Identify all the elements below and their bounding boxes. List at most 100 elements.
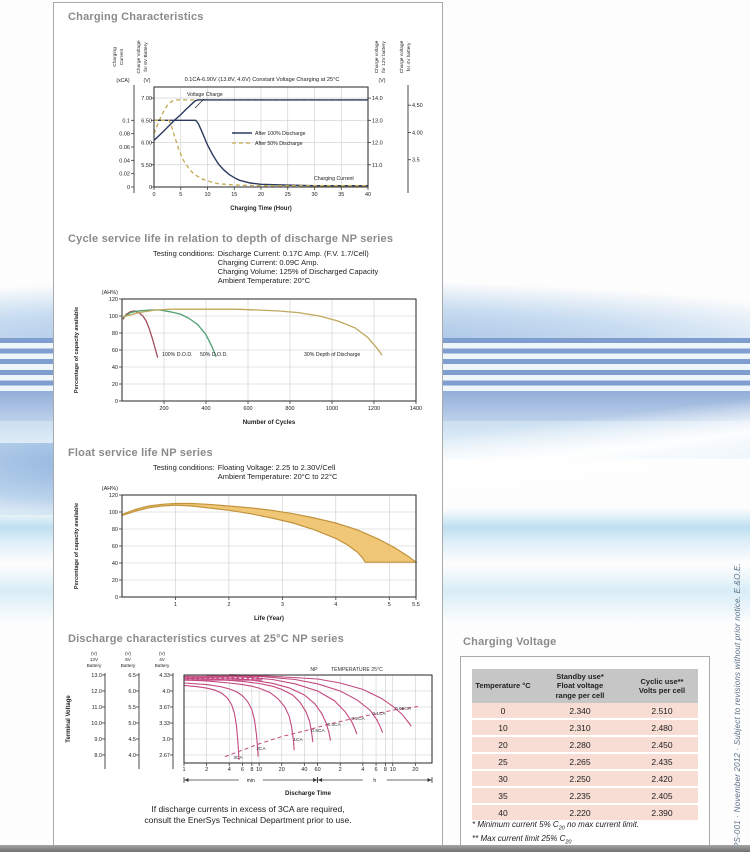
svg-text:13.0: 13.0 xyxy=(372,118,383,124)
svg-text:Charging: Charging xyxy=(112,47,118,67)
float-testing-conditions: Testing conditions: Floating Voltage: 2.… xyxy=(153,463,337,481)
cycle-testing-conditions: Testing conditions: Discharge Current: 0… xyxy=(153,249,378,285)
svg-text:20: 20 xyxy=(412,767,418,773)
svg-text:60: 60 xyxy=(112,544,118,550)
svg-text:0.05CA: 0.05CA xyxy=(395,706,412,712)
table-column-header: Temperature °C xyxy=(472,669,534,704)
svg-text:2: 2 xyxy=(227,602,230,608)
svg-text:0: 0 xyxy=(152,192,155,198)
bottom-band xyxy=(0,845,750,852)
svg-text:30: 30 xyxy=(311,192,317,198)
svg-text:After 50% Discharge: After 50% Discharge xyxy=(255,141,303,147)
svg-text:Charging Current: Charging Current xyxy=(314,176,354,182)
svg-text:80: 80 xyxy=(112,527,118,533)
svg-text:1: 1 xyxy=(174,602,177,608)
document-reference-side-text: PS-001 · November 2012 · Subject to revi… xyxy=(733,563,742,848)
svg-text:Current: Current xyxy=(119,48,125,65)
svg-text:(V): (V) xyxy=(379,78,386,84)
svg-text:40: 40 xyxy=(112,561,118,567)
svg-text:10: 10 xyxy=(204,192,210,198)
svg-text:Voltage Charge: Voltage Charge xyxy=(187,92,223,98)
table-row: 10 2.310 2.480 xyxy=(472,719,698,738)
svg-text:15: 15 xyxy=(231,192,237,198)
svg-text:35: 35 xyxy=(338,192,344,198)
svg-text:(AH%): (AH%) xyxy=(102,486,118,492)
svg-text:12V: 12V xyxy=(90,657,99,662)
chart-discharge-characteristics: 1 2 4 6 8 10 20 40 60 2 4 6 8 10 2013.012.011.010.09.0… xyxy=(66,651,433,797)
svg-text:11.0: 11.0 xyxy=(92,705,102,711)
discharge-note-line: If discharge currents in excess of 3CA a… xyxy=(151,804,345,814)
svg-text:3CA: 3CA xyxy=(233,755,243,761)
svg-text:2CA: 2CA xyxy=(256,746,266,752)
svg-text:20: 20 xyxy=(279,767,285,773)
svg-text:100: 100 xyxy=(109,314,118,320)
svg-text:h: h xyxy=(373,778,376,784)
svg-text:for 12V battery: for 12V battery xyxy=(381,41,387,73)
svg-text:40: 40 xyxy=(112,365,118,371)
svg-text:20: 20 xyxy=(112,578,118,584)
svg-text:1200: 1200 xyxy=(368,406,380,412)
svg-text:50% D.O.D.: 50% D.O.D. xyxy=(200,352,228,358)
svg-text:10.0: 10.0 xyxy=(91,721,102,727)
svg-text:6: 6 xyxy=(375,767,378,773)
svg-text:Number of Cycles: Number of Cycles xyxy=(243,419,296,426)
svg-text:800: 800 xyxy=(285,406,294,412)
svg-text:(xCA): (xCA) xyxy=(116,78,130,84)
table-row: 30 2.250 2.420 xyxy=(472,770,698,789)
svg-text:60: 60 xyxy=(315,767,321,773)
svg-text:5: 5 xyxy=(179,192,182,198)
svg-text:7.00: 7.00 xyxy=(141,96,152,102)
table-row: 40 2.220 2.390 xyxy=(472,804,698,823)
svg-text:3.33: 3.33 xyxy=(159,721,170,727)
svg-text:400: 400 xyxy=(201,406,210,412)
svg-text:30% Depth of Discharge: 30% Depth of Discharge xyxy=(304,352,360,358)
svg-text:4.33: 4.33 xyxy=(159,673,170,679)
section-heading-cycle-service-life: Cycle service life in relation to depth … xyxy=(68,233,394,245)
svg-text:for 6V Battery: for 6V Battery xyxy=(143,42,149,72)
svg-text:min: min xyxy=(247,778,255,784)
footnote-cyclic: ** Max current limit 25% C20 xyxy=(472,834,572,846)
svg-text:NP: NP xyxy=(310,667,318,673)
svg-text:0: 0 xyxy=(115,399,118,405)
svg-text:0.02: 0.02 xyxy=(119,172,130,178)
svg-text:3.0: 3.0 xyxy=(162,737,170,743)
svg-text:0.04: 0.04 xyxy=(119,158,130,164)
svg-text:4V: 4V xyxy=(159,657,166,662)
table-row: 20 2.280 2.450 xyxy=(472,736,698,755)
svg-text:200: 200 xyxy=(159,406,168,412)
charging-voltage-table: Temperature °C Standby use* Float voltage… xyxy=(472,669,698,823)
svg-text:Life (Year): Life (Year) xyxy=(254,615,284,622)
svg-text:0.1CA: 0.1CA xyxy=(372,711,386,717)
svg-text:14.0: 14.0 xyxy=(372,96,383,102)
svg-text:40: 40 xyxy=(301,767,307,773)
testing-conditions-lines: Floating Voltage: 2.25 to 2.30V/Cell Amb… xyxy=(218,463,338,481)
svg-text:(V): (V) xyxy=(91,651,98,656)
chart-float-service-life: 1 2 3 4 5 5.5 120 100 80 60 40 20 0 (AH%) Life (Year) P… xyxy=(74,486,420,622)
discharge-note: If discharge currents in excess of 3CA a… xyxy=(54,804,442,826)
svg-text:12.0: 12.0 xyxy=(91,689,102,695)
testing-condition-line: Ambient Temperature: 20°C xyxy=(217,276,311,285)
svg-text:9.0: 9.0 xyxy=(94,737,102,743)
svg-text:1000: 1000 xyxy=(326,406,338,412)
svg-text:Discharge Time: Discharge Time xyxy=(285,790,332,797)
svg-text:(V): (V) xyxy=(125,651,132,656)
testing-condition-line: Ambient Temperature: 20°C to 22°C xyxy=(217,472,338,481)
table-row: 35 2.235 2.405 xyxy=(472,787,698,806)
svg-text:12.0: 12.0 xyxy=(372,141,383,147)
svg-text:4.0: 4.0 xyxy=(128,753,136,759)
svg-text:25: 25 xyxy=(285,192,291,198)
svg-text:40: 40 xyxy=(365,192,371,198)
table-column-header: Cyclic use** Volts per cell xyxy=(626,669,698,704)
svg-text:80: 80 xyxy=(112,331,118,337)
chart-cycle-service-life: 200 400 600 800 1000 1200 1400120100806040200(… xyxy=(74,290,422,426)
svg-text:Battery: Battery xyxy=(155,663,170,668)
svg-text:13.0: 13.0 xyxy=(91,673,102,679)
charging-voltage-panel: Temperature °C Standby use* Float voltage… xyxy=(460,656,710,847)
svg-text:1: 1 xyxy=(182,767,185,773)
svg-text:Charge voltage: Charge voltage xyxy=(374,40,380,73)
table-row: 25 2.265 2.435 xyxy=(472,753,698,772)
svg-text:1400: 1400 xyxy=(410,406,422,412)
discharge-note-line: consult the EnerSys Technical Department… xyxy=(144,815,352,826)
svg-text:0: 0 xyxy=(127,185,130,191)
